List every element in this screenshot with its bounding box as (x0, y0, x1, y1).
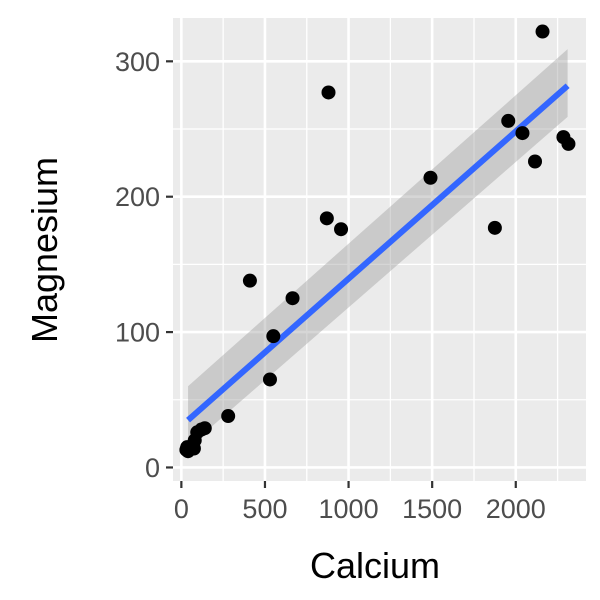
data-point (266, 329, 281, 344)
grid-minor (173, 18, 586, 481)
data-point (242, 273, 257, 288)
data-point (321, 85, 336, 100)
y-axis-title: Magnesium (24, 157, 65, 343)
data-point (334, 222, 349, 237)
data-point (501, 113, 516, 128)
data-point (487, 220, 502, 235)
x-tick-label: 500 (242, 494, 287, 524)
data-point (262, 372, 277, 387)
data-point (319, 211, 334, 226)
grid-major (173, 18, 586, 481)
y-tick-label: 0 (145, 453, 160, 483)
x-tick-label: 1000 (319, 494, 379, 524)
data-point (515, 126, 530, 141)
confidence-band (188, 49, 568, 448)
x-axis: 0 500 1000 1500 2000 (174, 481, 546, 524)
data-point (535, 24, 550, 39)
y-tick-label: 200 (115, 182, 160, 212)
x-tick-label: 0 (174, 494, 189, 524)
trend-line-group (186, 83, 570, 423)
y-axis: 0 100 200 300 (115, 47, 173, 483)
trend-line (186, 83, 570, 423)
data-point (197, 421, 212, 436)
data-point (423, 170, 438, 185)
data-point (285, 291, 300, 306)
x-axis-title: Calcium (310, 545, 440, 586)
data-point (528, 154, 543, 169)
y-tick-label: 300 (115, 47, 160, 77)
y-tick-label: 100 (115, 318, 160, 348)
x-tick-label: 1500 (402, 494, 462, 524)
data-point (221, 409, 236, 424)
confidence-band-group (188, 49, 568, 448)
data-point (561, 136, 576, 151)
data-points (179, 24, 576, 459)
x-tick-label: 2000 (486, 494, 546, 524)
